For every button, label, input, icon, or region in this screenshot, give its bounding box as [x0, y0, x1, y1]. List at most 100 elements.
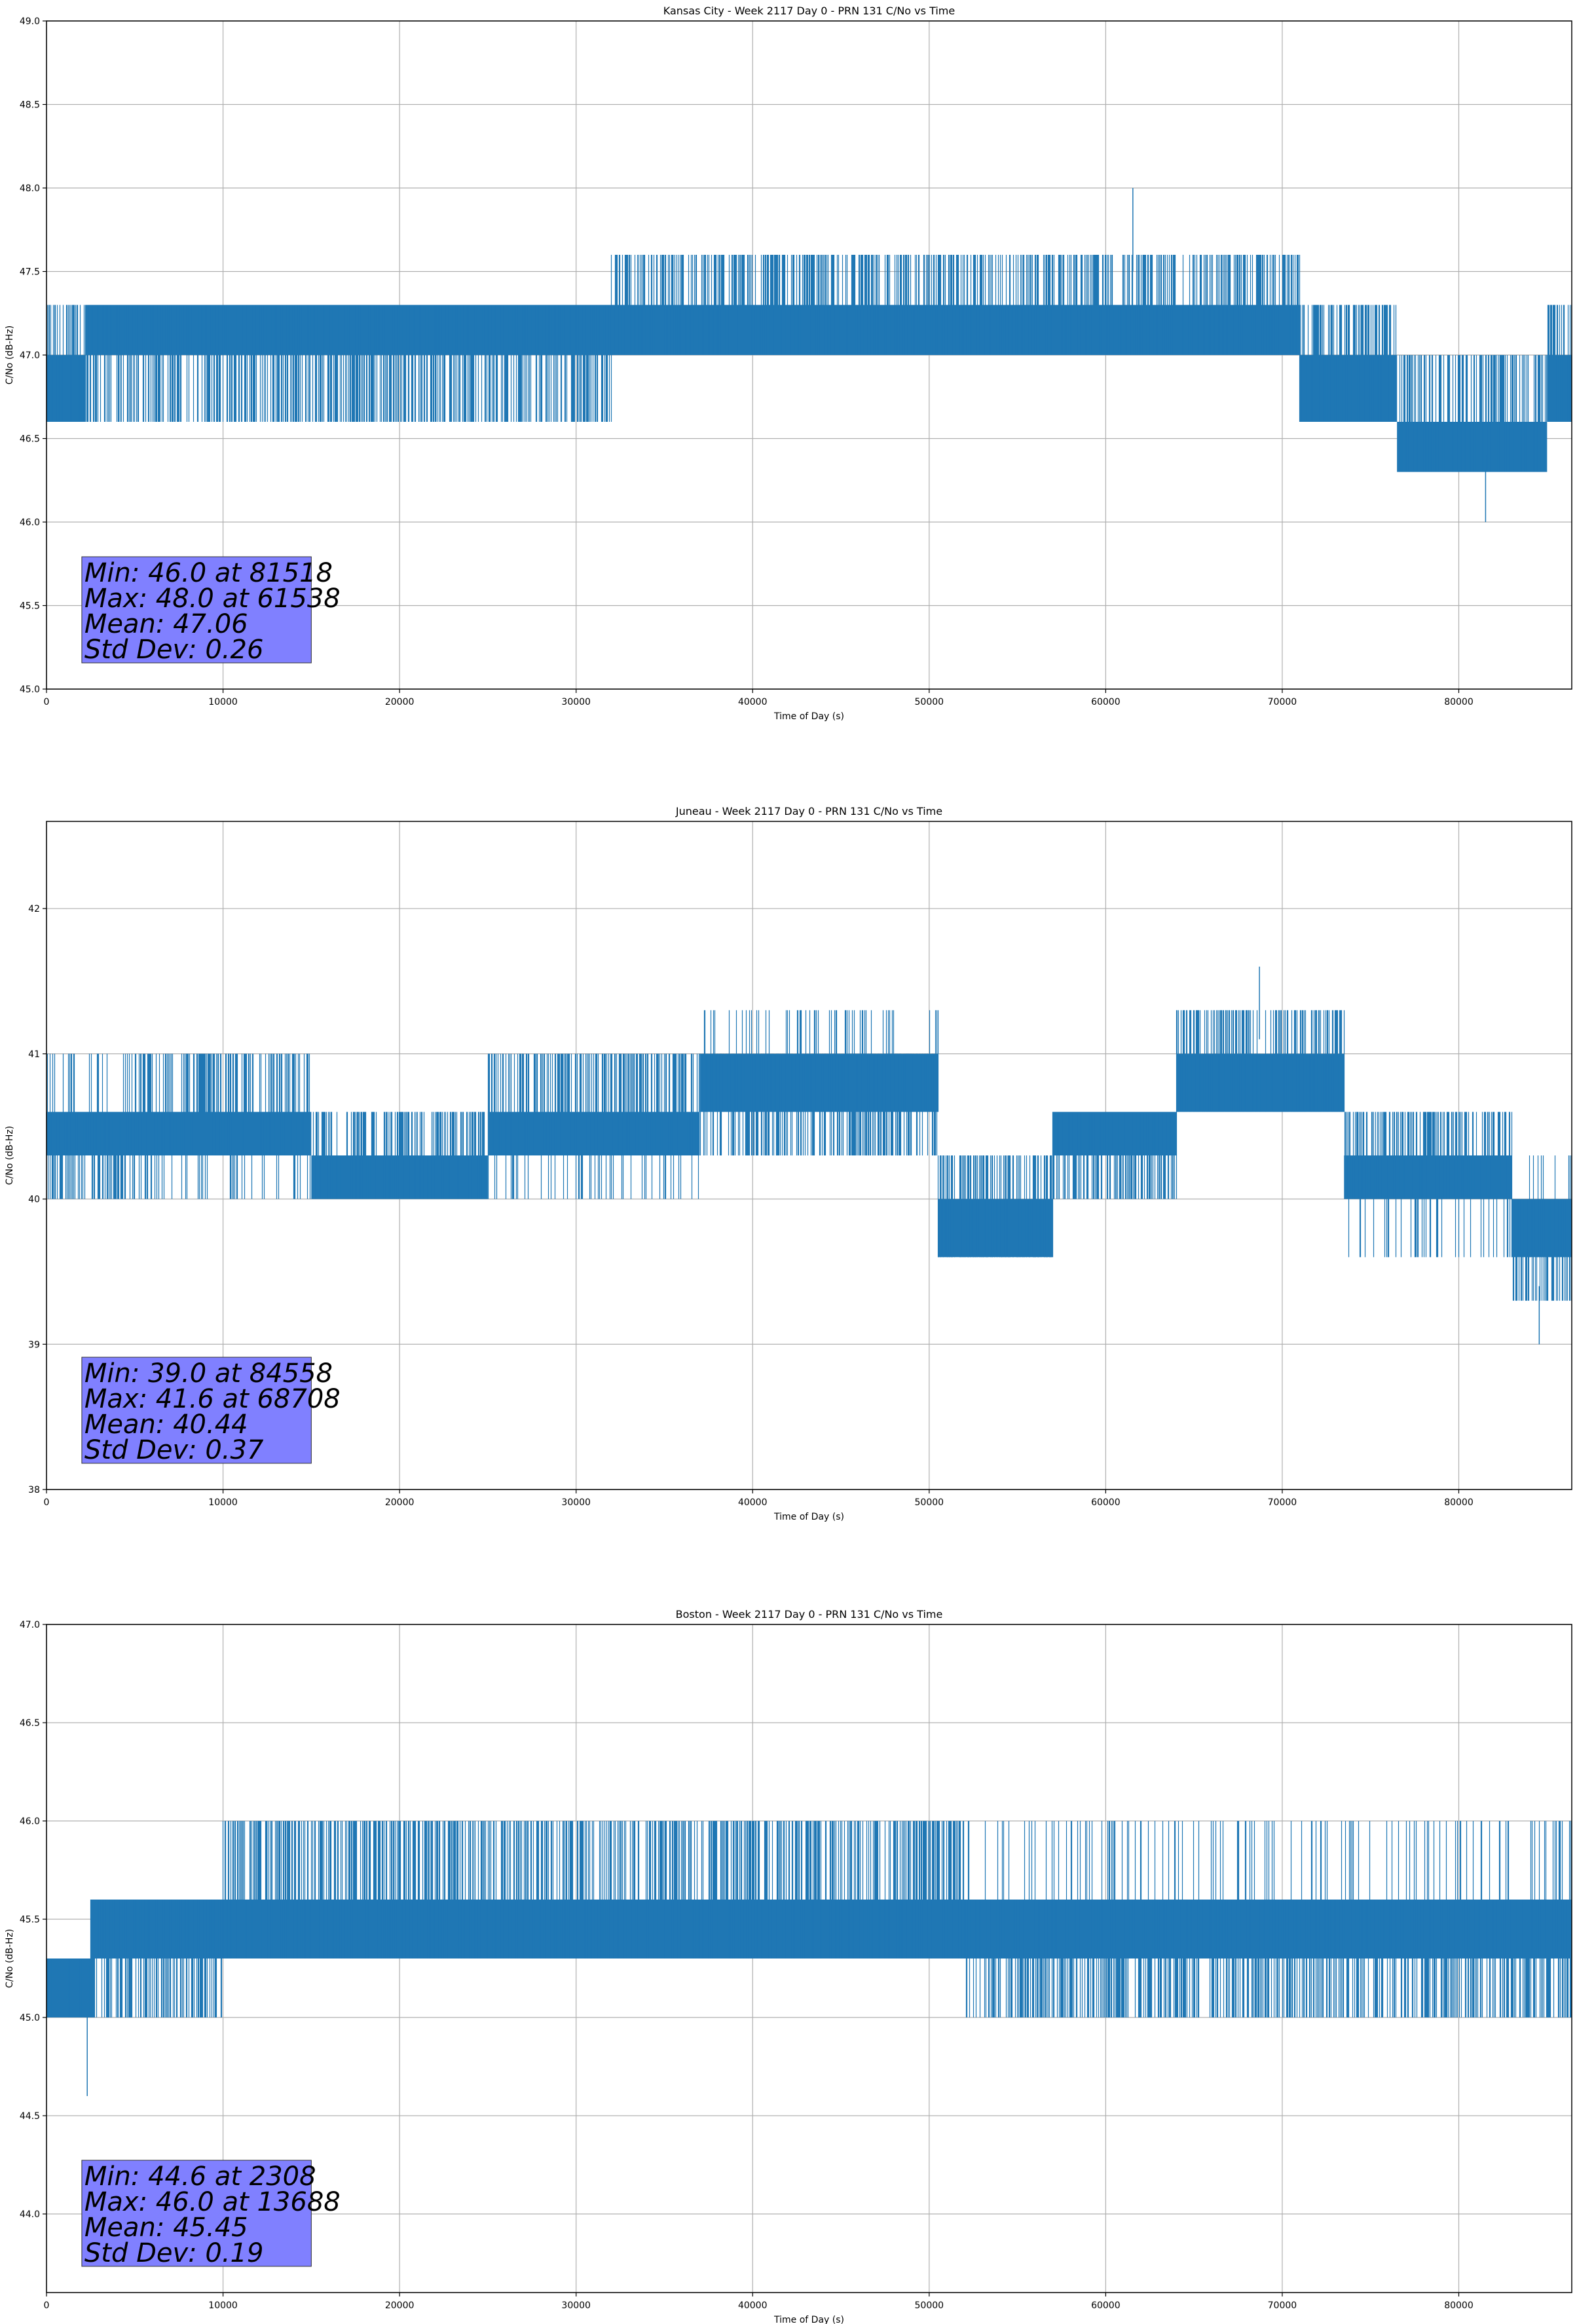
cno-series: [46, 966, 1572, 1345]
cno-spikes: [1399, 355, 1548, 472]
cno-spikes: [86, 305, 338, 422]
x-tick-label: 70000: [1268, 697, 1297, 707]
x-tick-label: 70000: [1268, 2300, 1297, 2311]
axes-frame: [46, 821, 1572, 1490]
cno-spikes: [610, 255, 939, 355]
y-tick-label: 45.5: [20, 1915, 40, 1925]
stats-line: Max: 46.0 at 13688: [84, 2187, 341, 2217]
y-tick-label: 49.0: [20, 16, 40, 27]
x-tick-label: 30000: [561, 1497, 591, 1508]
x-tick-label: 60000: [1091, 2300, 1121, 2311]
x-tick-label: 30000: [561, 697, 591, 707]
cno-series: [46, 188, 1572, 522]
cno-spikes: [1052, 1112, 1178, 1199]
x-tick-label: 10000: [208, 1497, 238, 1508]
x-tick-label: 50000: [915, 2300, 944, 2311]
stats-line: Max: 48.0 at 61538: [84, 584, 341, 614]
y-tick-label: 46.0: [20, 517, 40, 528]
y-tick-label: 45.0: [20, 2013, 40, 2023]
cno-spikes: [46, 1053, 136, 1199]
x-tick-label: 0: [44, 2300, 50, 2311]
y-tick-label: 39: [28, 1340, 40, 1350]
cno-spikes: [50, 1959, 90, 2017]
stats-line: Min: 44.6 at 2308: [84, 2162, 316, 2192]
x-tick-label: 0: [44, 1497, 50, 1508]
stats-box-background: [81, 556, 312, 664]
cno-spikes: [487, 1053, 700, 1199]
stats-line: Min: 39.0 at 84558: [84, 1359, 333, 1389]
x-tick-label: 10000: [208, 697, 238, 707]
y-tick-label: 47.0: [20, 350, 40, 361]
cno-band: [46, 1959, 91, 2017]
cno-spikes: [222, 1821, 471, 1959]
stats-line: Min: 46.0 at 81518: [84, 558, 333, 588]
x-tick-label: 40000: [738, 2300, 768, 2311]
cno-spikes: [965, 1821, 1213, 2017]
juneau-chart: 0 10000 20000 30000 40000 50000 60000 70000 8000…: [5, 805, 1572, 1522]
stats-line: Mean: 45.45: [84, 2213, 248, 2243]
x-tick-label: 20000: [385, 1497, 415, 1508]
x-axis-label: Time of Day (s): [773, 1512, 844, 1522]
y-tick-label: 44.0: [20, 2209, 40, 2220]
y-axis-label: C/No (dB-Hz): [5, 1126, 15, 1185]
y-axis-label: C/No (dB-Hz): [5, 326, 15, 384]
x-tick-label: 50000: [915, 1497, 944, 1508]
kansas-city-chart: 0 10000 20000 30000 40000 50000 60000 70000 8000…: [5, 5, 1572, 722]
cno-band: [46, 355, 86, 422]
cno-spikes: [435, 305, 612, 422]
stats-box-background: [81, 2160, 312, 2267]
cno-spikes: [938, 255, 1301, 355]
cno-spikes: [134, 1053, 311, 1199]
cno-spikes: [1511, 1155, 1572, 1301]
cno-spikes: [46, 305, 86, 422]
cno-spikes: [1547, 305, 1572, 422]
x-tick-label: 20000: [385, 697, 415, 707]
x-tick-label: 80000: [1444, 697, 1474, 707]
cno-spikes: [1344, 1112, 1513, 1258]
stats-line: Std Dev: 0.19: [84, 2238, 264, 2268]
x-tick-label: 40000: [738, 697, 768, 707]
cno-spikes: [1176, 1010, 1345, 1112]
x-tick-label: 10000: [208, 2300, 238, 2311]
stats-line: Max: 41.6 at 68708: [84, 1384, 341, 1414]
y-tick-label: 40: [28, 1195, 40, 1205]
stats-line: Mean: 47.06: [84, 609, 248, 639]
x-tick-label: 20000: [385, 2300, 415, 2311]
x-tick-label: 40000: [738, 1497, 768, 1508]
y-tick-label: 46.5: [20, 1718, 40, 1729]
x-tick-label: 80000: [1444, 1497, 1474, 1508]
chart-title: Juneau - Week 2117 Day 0 - PRN 131 C/No …: [675, 805, 942, 817]
chart-title: Kansas City - Week 2117 Day 0 - PRN 131 …: [663, 5, 955, 17]
y-tick-label: 44.5: [20, 2111, 40, 2122]
x-tick-label: 30000: [561, 2300, 591, 2311]
stats-box-background: [81, 1357, 312, 1464]
cno-spikes: [90, 1900, 223, 2017]
y-tick-label: 45.5: [20, 601, 40, 612]
cno-spikes: [699, 1010, 939, 1155]
cno-spikes: [312, 1112, 485, 1199]
y-tick-label: 47.0: [20, 1620, 40, 1630]
x-tick-label: 60000: [1091, 1497, 1121, 1508]
cno-spikes: [937, 1155, 1054, 1258]
boston-chart: 0 10000 20000 30000 40000 50000 60000 70000 8000…: [5, 1608, 1572, 2324]
cno-spikes: [1299, 305, 1398, 422]
y-tick-label: 42: [28, 904, 40, 914]
stats-line: Std Dev: 0.37: [84, 1435, 264, 1465]
cno-series: [46, 1821, 1572, 2096]
x-tick-label: 0: [44, 697, 50, 707]
x-tick-label: 70000: [1268, 1497, 1297, 1508]
y-axis-label: C/No (dB-Hz): [5, 1929, 15, 1988]
cno-spikes: [469, 1821, 965, 1959]
x-tick-label: 50000: [915, 697, 944, 707]
y-tick-label: 46.5: [20, 434, 40, 445]
x-tick-label: 80000: [1444, 2300, 1474, 2311]
cno-spikes: [1211, 1821, 1572, 2017]
y-tick-label: 38: [28, 1485, 40, 1495]
x-axis-label: Time of Day (s): [773, 711, 844, 722]
x-tick-label: 60000: [1091, 697, 1121, 707]
x-axis-label: Time of Day (s): [773, 2315, 844, 2324]
